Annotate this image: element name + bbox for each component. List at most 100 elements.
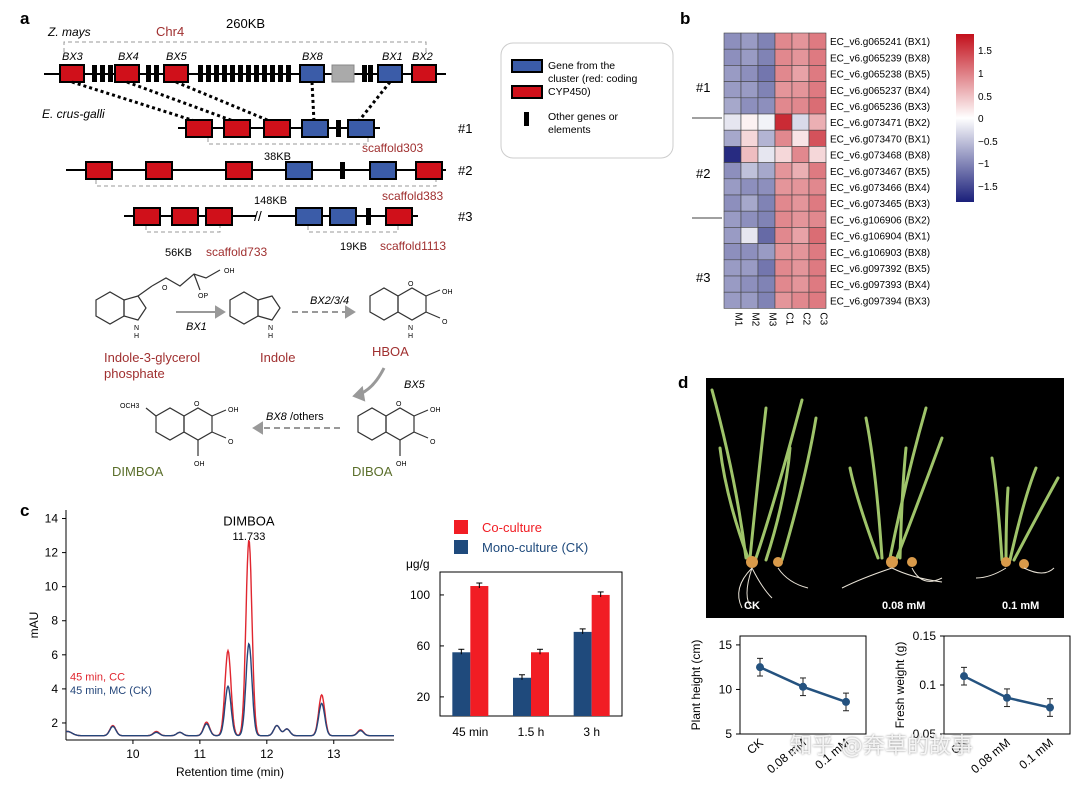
homology-lines xyxy=(71,80,392,124)
series-cc-line xyxy=(65,539,394,737)
heatmap-cell xyxy=(791,81,810,99)
other-gene-tick xyxy=(254,65,259,82)
heatmap-cell xyxy=(740,259,759,277)
structure-atom-labels: O OH OP N H N H O OH O N H O OH O OH O O… xyxy=(120,268,453,468)
y-tick-label: 14 xyxy=(45,512,59,526)
heatmap-row-label: EC_v6.g073467 (BX5) xyxy=(830,167,930,178)
plot-frame xyxy=(739,635,867,735)
color-scale-tick: 1.5 xyxy=(978,46,992,57)
legend-other-l1: Other genes or xyxy=(548,111,619,123)
y-axis-title: mAU xyxy=(27,612,41,639)
heatmap-cell xyxy=(774,291,793,309)
pathway-structures xyxy=(95,269,441,456)
zmays-label: Z. mays xyxy=(47,25,91,39)
svg-text:BX1: BX1 xyxy=(186,321,207,333)
legend-blue-l1: Gene from the xyxy=(548,60,615,72)
heatmap-cell xyxy=(808,291,827,309)
dimboa-name: DIMBOA xyxy=(112,464,164,479)
heatmap-row-label: EC_v6.g097393 (BX4) xyxy=(830,280,930,291)
heatmap-cell xyxy=(757,275,776,293)
cluster-bracket xyxy=(63,41,427,52)
bar xyxy=(531,652,549,716)
heatmap-cell xyxy=(774,113,793,131)
heatmap-col-label: M1 xyxy=(733,312,744,326)
row3-scaffold-right: scaffold1113 xyxy=(380,239,446,253)
other-gene-tick xyxy=(92,65,97,82)
legend-blue-l2: cluster (red: coding xyxy=(548,73,637,85)
heatmap-cell xyxy=(740,194,759,212)
compound-labels-green: DIBOA DIMBOA xyxy=(112,464,393,479)
heatmap-cell xyxy=(757,194,776,212)
other-gene-tick xyxy=(154,65,159,82)
legend-black-swatch xyxy=(524,112,529,126)
heatmap-cell xyxy=(723,97,742,115)
heatmap-cell xyxy=(723,210,742,228)
y-tick-label: 0.1 xyxy=(919,678,936,692)
heatmap-cell xyxy=(791,194,810,212)
heatmap-cell xyxy=(757,210,776,228)
indole-name: Indole xyxy=(260,350,295,365)
y-tick-label: 5 xyxy=(725,727,732,741)
heatmap-cell xyxy=(791,65,810,82)
other-gene-tick xyxy=(238,65,243,82)
gene-bx2 xyxy=(411,64,437,83)
heatmap xyxy=(723,32,827,309)
heatmap-cell xyxy=(791,243,810,261)
group-3-label: #3 xyxy=(696,270,710,285)
legend-blue-swatch xyxy=(511,59,543,73)
watermark: 知乎 @奔草的故事 xyxy=(790,734,973,759)
svg-text:O: O xyxy=(162,285,168,292)
dimboa-bar-chart: 20 60 100 μg/g 45 min 1.5 h 3 h Co-culture Mono-… xyxy=(406,520,623,739)
row3-kb-left: 56KB xyxy=(165,247,192,259)
igp-name-l1: Indole-3-glycerol xyxy=(104,350,200,365)
seedling-drawing xyxy=(710,388,1060,609)
heatmap-cell xyxy=(723,178,742,196)
svg-text:O: O xyxy=(430,439,436,446)
legend-cc: 45 min, CC xyxy=(70,671,125,683)
svg-text:O: O xyxy=(396,401,402,408)
row2-scaffold: scaffold383 xyxy=(382,189,443,203)
row1-kb: 38KB xyxy=(264,151,291,163)
chr4-label: Chr4 xyxy=(156,24,184,39)
heatmap-cell xyxy=(808,227,827,244)
y-tick-label: 2 xyxy=(51,716,58,730)
bar xyxy=(513,677,531,716)
bar-y-tick-label: 100 xyxy=(410,588,430,602)
gene-bx4 xyxy=(114,64,140,83)
heatmap-cell xyxy=(757,32,776,50)
svg-text:O: O xyxy=(408,281,414,288)
row3-id: #3 xyxy=(458,209,472,224)
heatmap-row-label: EC_v6.g073471 (BX2) xyxy=(830,118,930,129)
cluster-size-label: 260KB xyxy=(226,16,265,31)
heatmap-row-label: EC_v6.g065237 (BX4) xyxy=(830,86,930,97)
svg-text:OH: OH xyxy=(194,461,205,468)
label-bx4: BX4 xyxy=(118,51,139,63)
heatmap-cell xyxy=(791,178,810,196)
legend-red-swatch xyxy=(511,85,543,99)
heatmap-col-label: M2 xyxy=(750,312,761,326)
legend-mc: 45 min, MC (CK) xyxy=(70,685,152,697)
heatmap-cell xyxy=(723,146,742,163)
bar-y-axis-title: μg/g xyxy=(406,557,430,571)
heatmap-cell xyxy=(791,227,810,244)
heatmap-row-label: EC_v6.g106903 (BX8) xyxy=(830,248,930,259)
panel-c-letter: c xyxy=(20,501,29,520)
heatmap-cell xyxy=(740,48,759,66)
heatmap-cell xyxy=(723,243,742,261)
heatmap-cell xyxy=(808,48,827,66)
color-scale-tick: −1 xyxy=(978,159,990,170)
bar-category-label: 3 h xyxy=(583,725,600,739)
heatmap-cell xyxy=(757,97,776,115)
svg-text:BX2/3/4: BX2/3/4 xyxy=(310,295,349,307)
heatmap-cell xyxy=(791,97,810,115)
row2-kb: 148KB xyxy=(254,195,287,207)
other-gene-tick xyxy=(230,65,235,82)
diboa-name: DIBOA xyxy=(352,464,393,479)
x-category-label: 0.1 mM xyxy=(1016,736,1056,772)
heatmap-cell xyxy=(757,291,776,309)
heatmap-cell xyxy=(808,162,827,180)
heatmap-row-label: EC_v6.g106906 (BX2) xyxy=(830,215,930,226)
color-scale-tick: 1 xyxy=(978,69,984,80)
x-category-label: CK xyxy=(744,736,766,757)
heatmap-column-labels: M1 M2 M3 C1 C2 C3 xyxy=(733,312,829,326)
